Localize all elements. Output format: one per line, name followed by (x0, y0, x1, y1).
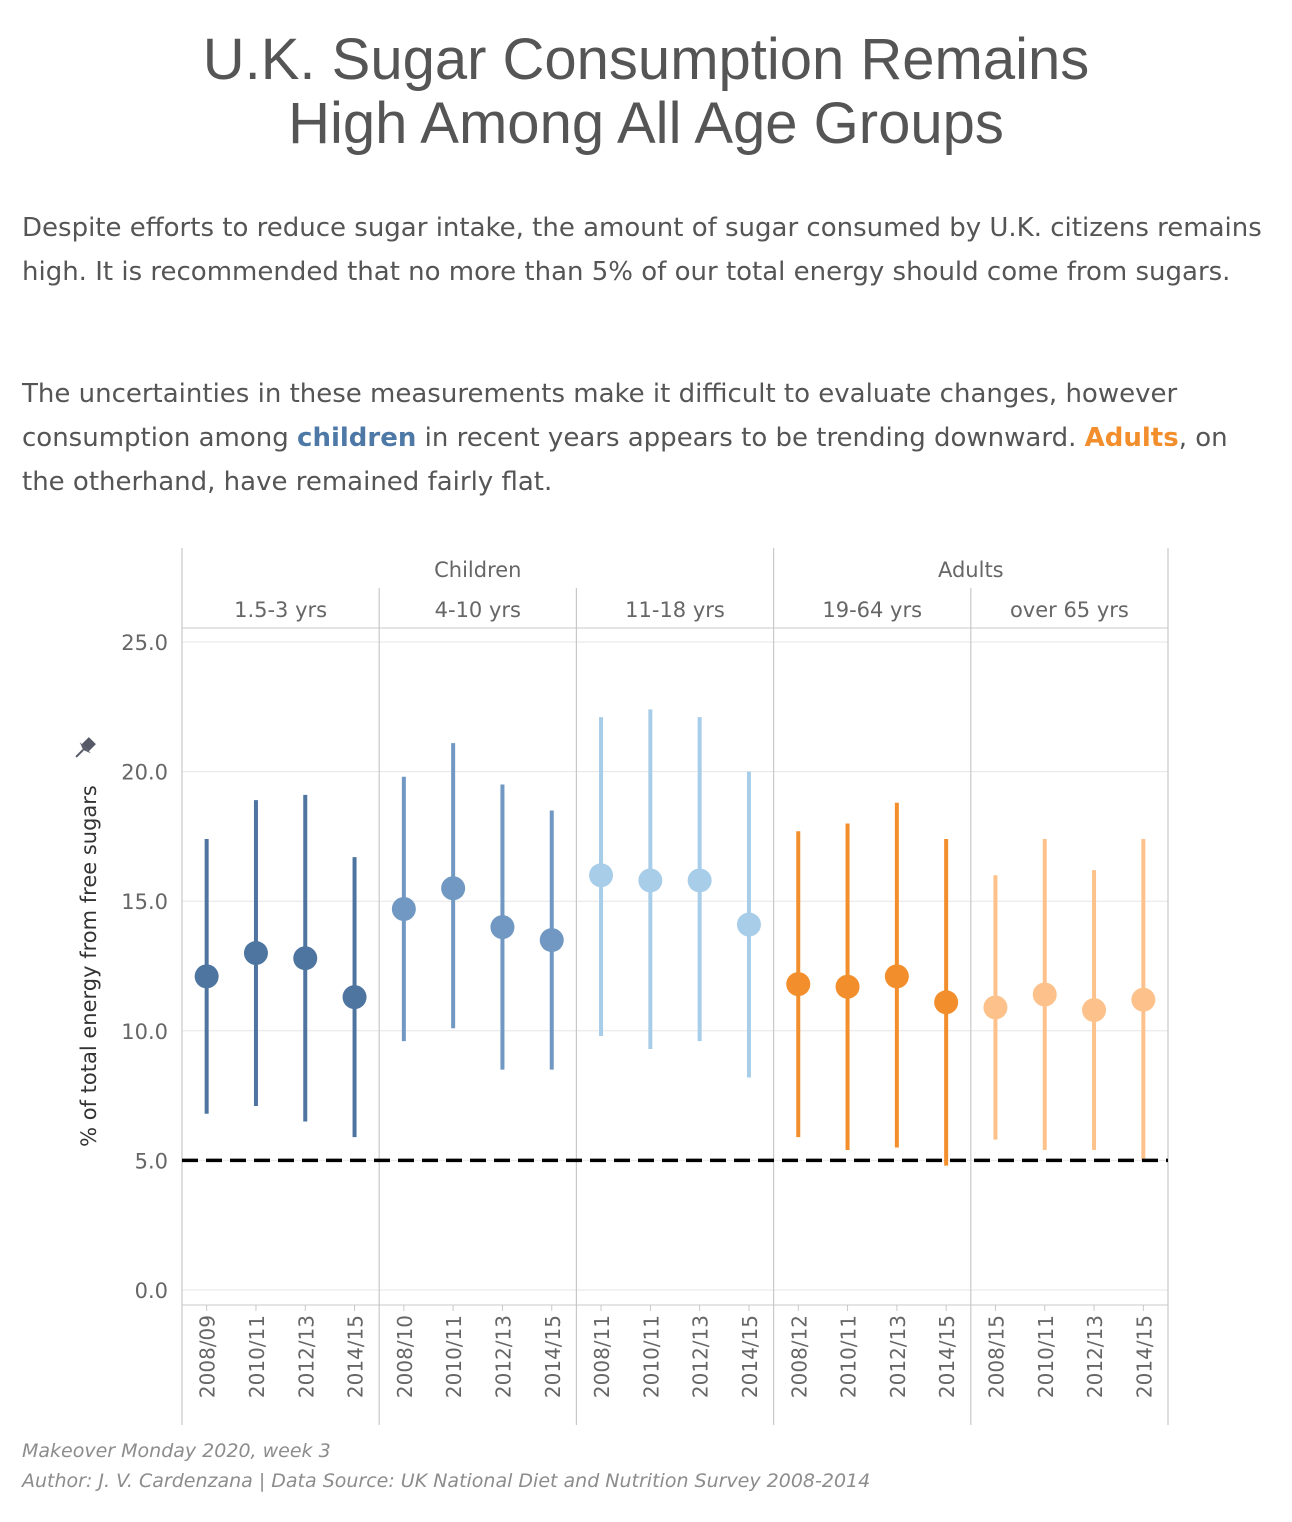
x-tick-label: 2012/13 (689, 1315, 713, 1398)
adults-highlight: Adults (1084, 423, 1179, 453)
x-tick-label: 2014/15 (344, 1315, 368, 1398)
group-label: Children (434, 558, 521, 582)
y-tick-label: 5.0 (135, 1149, 168, 1173)
data-point (884, 964, 909, 989)
pin-needle (75, 749, 84, 758)
data-point (391, 896, 416, 921)
x-tick-label: 2008/12 (787, 1315, 811, 1398)
children-highlight: children (297, 423, 417, 453)
x-tick-label: 2014/15 (738, 1315, 762, 1398)
x-tick-label: 2014/15 (541, 1315, 565, 1398)
data-point (539, 928, 564, 953)
data-point (342, 985, 367, 1010)
panel-label: 11-18 yrs (625, 598, 725, 622)
x-tick-label: 2014/15 (1132, 1315, 1156, 1398)
data-point (293, 946, 318, 971)
panel-label: 1.5-3 yrs (234, 598, 327, 622)
summary-text-3: , on the otherhand, have remained fairly… (22, 423, 1228, 497)
panel-label: 4-10 yrs (435, 598, 521, 622)
panel-label: 19-64 yrs (822, 598, 922, 622)
data-point (934, 990, 959, 1015)
x-tick-label: 2012/13 (1083, 1315, 1107, 1398)
intro-paragraph: Despite efforts to reduce sugar intake, … (22, 213, 1262, 287)
data-point (983, 995, 1008, 1020)
summary-text-1: The uncertainties in these measurements … (22, 379, 1178, 453)
title-line-1: U.K. Sugar Consumption Remains (202, 27, 1090, 92)
footer-credit: Makeover Monday 2020, week 3 (22, 1440, 331, 1462)
y-tick-label: 20.0 (121, 761, 168, 785)
title-line-2: High Among All Age Groups (288, 91, 1004, 156)
data-point (490, 915, 515, 940)
data-point (687, 868, 712, 893)
data-point (441, 876, 466, 901)
data-point (638, 868, 663, 893)
data-point (589, 863, 614, 888)
x-tick-label: 2012/13 (886, 1315, 910, 1398)
x-tick-label: 2008/09 (196, 1315, 220, 1398)
x-tick-label: 2014/15 (935, 1315, 959, 1398)
x-tick-label: 2012/13 (491, 1315, 515, 1398)
y-tick-label: 15.0 (121, 890, 168, 914)
x-tick-label: 2012/13 (294, 1315, 318, 1398)
data-point (1032, 982, 1057, 1007)
x-tick-label: 2010/11 (442, 1315, 466, 1398)
data-point (243, 941, 268, 966)
y-axis-title: % of total energy from free sugars (77, 785, 101, 1147)
summary-text-2: in recent years appears to be trending d… (416, 423, 1085, 453)
x-tick-label: 2008/10 (393, 1315, 417, 1398)
data-point (1131, 987, 1156, 1012)
summary-paragraph: The uncertainties in these measurements … (22, 372, 1272, 504)
x-tick-label: 2010/11 (1034, 1315, 1058, 1398)
x-tick-label: 2008/15 (984, 1315, 1008, 1398)
x-tick-label: 2010/11 (837, 1315, 861, 1398)
data-point (835, 974, 860, 999)
data-point (1082, 998, 1107, 1023)
y-tick-label: 25.0 (121, 631, 168, 655)
x-tick-label: 2008/11 (590, 1315, 614, 1398)
data-point (786, 972, 811, 997)
x-tick-label: 2010/11 (639, 1315, 663, 1398)
sugar-consumption-chart: 0.0 5.0 10.0 15.0 20.0 25.0 % of total energy … (75, 548, 1169, 1425)
page-title: U.K. Sugar Consumption Remains High Amon… (0, 28, 1292, 156)
x-tick-label: 2010/11 (245, 1315, 269, 1398)
pin-head (81, 737, 96, 752)
group-label: Adults (938, 558, 1004, 582)
data-point (194, 964, 219, 989)
footer-source: Author: J. V. Cardenzana | Data Source: … (22, 1470, 871, 1492)
y-tick-label: 10.0 (121, 1020, 168, 1044)
data-point (736, 912, 761, 937)
panel-label: over 65 yrs (1010, 598, 1129, 622)
pin-icon (75, 737, 96, 758)
y-tick-label: 0.0 (135, 1279, 168, 1303)
